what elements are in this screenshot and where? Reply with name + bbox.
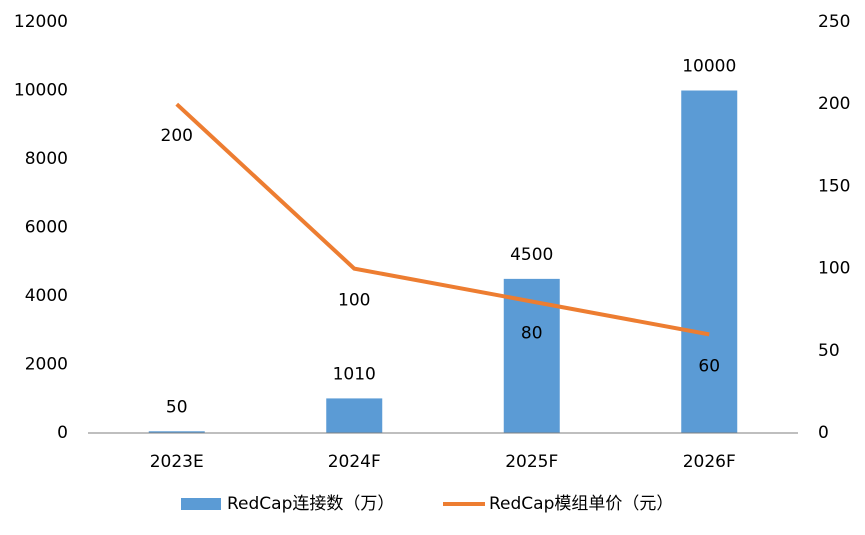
y-tick-label: 4000 <box>25 286 68 306</box>
legend-label: RedCap模组单价（元） <box>489 494 673 514</box>
data-label: 60 <box>698 356 720 376</box>
y2-tick-label: 0 <box>818 423 829 443</box>
y2-tick-label: 150 <box>818 176 850 196</box>
data-label: 50 <box>166 397 188 417</box>
y-tick-label: 8000 <box>25 149 68 169</box>
y2-tick-label: 250 <box>818 12 850 32</box>
y-tick-label: 0 <box>57 423 68 443</box>
y-tick-label: 10000 <box>14 81 68 101</box>
legend-swatch <box>181 498 221 510</box>
data-label: 100 <box>338 291 370 311</box>
data-label: 4500 <box>510 245 553 265</box>
y-tick-label: 2000 <box>25 355 68 375</box>
data-label: 10000 <box>682 57 736 77</box>
data-label: 200 <box>161 126 193 146</box>
data-label: 1010 <box>333 364 376 384</box>
x-tick-label: 2026F <box>683 452 736 472</box>
y2-tick-label: 50 <box>818 341 840 361</box>
legend-label: RedCap连接数（万） <box>227 494 394 514</box>
y2-tick-label: 200 <box>818 94 850 114</box>
bar <box>148 431 205 433</box>
data-label: 80 <box>521 323 543 343</box>
bar <box>681 90 738 433</box>
y2-tick-label: 100 <box>818 259 850 279</box>
x-tick-label: 2024F <box>328 452 381 472</box>
x-tick-label: 2025F <box>505 452 558 472</box>
y-tick-label: 6000 <box>25 218 68 238</box>
bar <box>326 398 383 433</box>
line <box>175 102 710 337</box>
y-tick-label: 12000 <box>14 12 68 32</box>
x-tick-label: 2023E <box>150 452 204 472</box>
